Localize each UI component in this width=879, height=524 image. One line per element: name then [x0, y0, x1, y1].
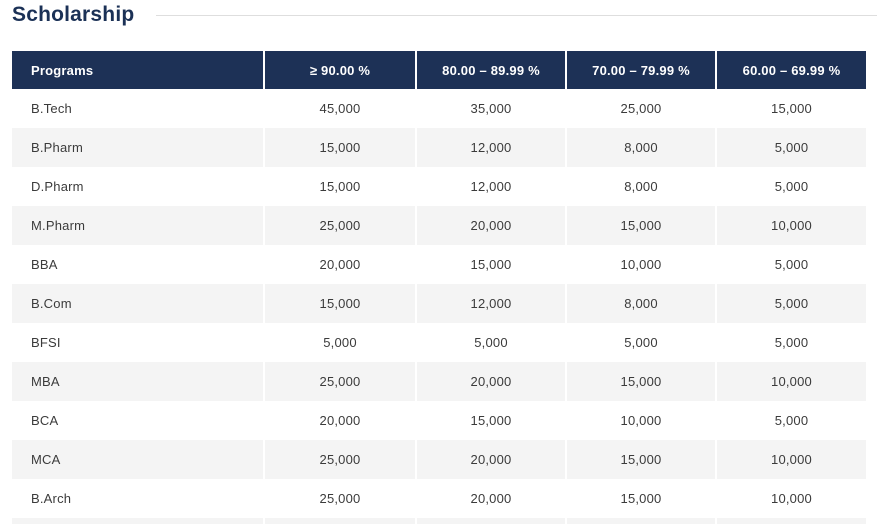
- value-cell: 5,000: [717, 323, 866, 362]
- value-cell: 15,000: [417, 401, 565, 440]
- value-cell: 8,000: [567, 284, 715, 323]
- value-cell: 5,000: [717, 128, 866, 167]
- program-cell: B.Pharm: [12, 128, 263, 167]
- value-cell: 15,000: [265, 167, 415, 206]
- value-cell: 15,000: [567, 206, 715, 245]
- header-70-79: 70.00 – 79.99 %: [567, 51, 715, 89]
- header-programs: Programs: [12, 51, 263, 89]
- value-cell: 20,000: [265, 245, 415, 284]
- value-cell: 5,000: [717, 167, 866, 206]
- partial-cell: [265, 518, 415, 524]
- value-cell: 10,000: [717, 479, 866, 518]
- scholarship-table: Programs ≥ 90.00 % 80.00 – 89.99 % 70.00…: [12, 51, 866, 524]
- program-cell: BFSI: [12, 323, 263, 362]
- value-cell: 5,000: [717, 401, 866, 440]
- value-cell: 10,000: [567, 401, 715, 440]
- value-cell: 20,000: [417, 479, 565, 518]
- value-cell: 5,000: [265, 323, 415, 362]
- value-cell: 5,000: [717, 245, 866, 284]
- value-cell: 15,000: [417, 245, 565, 284]
- table-row: B.Pharm 15,000 12,000 8,000 5,000: [12, 128, 866, 167]
- value-cell: 12,000: [417, 167, 565, 206]
- header-60-69: 60.00 – 69.99 %: [717, 51, 866, 89]
- program-cell: D.Pharm: [12, 167, 263, 206]
- value-cell: 5,000: [567, 323, 715, 362]
- table-row: M.Pharm 25,000 20,000 15,000 10,000: [12, 206, 866, 245]
- table-row: D.Pharm 15,000 12,000 8,000 5,000: [12, 167, 866, 206]
- title-divider-line: [156, 14, 877, 16]
- table-row: BFSI 5,000 5,000 5,000 5,000: [12, 323, 866, 362]
- page-title: Scholarship: [12, 3, 135, 26]
- value-cell: 15,000: [717, 89, 866, 128]
- value-cell: 45,000: [265, 89, 415, 128]
- value-cell: 10,000: [717, 206, 866, 245]
- program-cell: BBA: [12, 245, 263, 284]
- value-cell: 20,000: [417, 440, 565, 479]
- value-cell: 10,000: [717, 362, 866, 401]
- value-cell: 10,000: [567, 245, 715, 284]
- value-cell: 8,000: [567, 167, 715, 206]
- partial-cell: [717, 518, 866, 524]
- value-cell: 15,000: [265, 128, 415, 167]
- value-cell: 25,000: [265, 362, 415, 401]
- table-row: BBA 20,000 15,000 10,000 5,000: [12, 245, 866, 284]
- header-gte-90: ≥ 90.00 %: [265, 51, 415, 89]
- table-row: MBA 25,000 20,000 15,000 10,000: [12, 362, 866, 401]
- value-cell: 20,000: [417, 206, 565, 245]
- table-row-partial: [12, 518, 866, 524]
- program-cell: BCA: [12, 401, 263, 440]
- value-cell: 20,000: [417, 362, 565, 401]
- value-cell: 25,000: [567, 89, 715, 128]
- value-cell: 12,000: [417, 284, 565, 323]
- table-row: B.Tech 45,000 35,000 25,000 15,000: [12, 89, 866, 128]
- program-cell: B.Com: [12, 284, 263, 323]
- value-cell: 35,000: [417, 89, 565, 128]
- table-row: B.Arch 25,000 20,000 15,000 10,000: [12, 479, 866, 518]
- value-cell: 25,000: [265, 206, 415, 245]
- table-body: B.Tech 45,000 35,000 25,000 15,000 B.Pha…: [12, 89, 866, 518]
- program-cell: M.Pharm: [12, 206, 263, 245]
- program-cell: MBA: [12, 362, 263, 401]
- value-cell: 10,000: [717, 440, 866, 479]
- table-header-row: Programs ≥ 90.00 % 80.00 – 89.99 % 70.00…: [12, 51, 866, 89]
- value-cell: 15,000: [567, 440, 715, 479]
- program-cell: B.Tech: [12, 89, 263, 128]
- value-cell: 12,000: [417, 128, 565, 167]
- value-cell: 8,000: [567, 128, 715, 167]
- value-cell: 5,000: [717, 284, 866, 323]
- partial-cell: [417, 518, 565, 524]
- title-row: Scholarship: [12, 3, 877, 27]
- partial-cell: [567, 518, 715, 524]
- header-80-89: 80.00 – 89.99 %: [417, 51, 565, 89]
- value-cell: 15,000: [567, 479, 715, 518]
- table-row: B.Com 15,000 12,000 8,000 5,000: [12, 284, 866, 323]
- value-cell: 20,000: [265, 401, 415, 440]
- table-row: MCA 25,000 20,000 15,000 10,000: [12, 440, 866, 479]
- value-cell: 25,000: [265, 440, 415, 479]
- program-cell: MCA: [12, 440, 263, 479]
- value-cell: 15,000: [265, 284, 415, 323]
- value-cell: 15,000: [567, 362, 715, 401]
- partial-cell: [12, 518, 263, 524]
- program-cell: B.Arch: [12, 479, 263, 518]
- value-cell: 5,000: [417, 323, 565, 362]
- value-cell: 25,000: [265, 479, 415, 518]
- table-row: BCA 20,000 15,000 10,000 5,000: [12, 401, 866, 440]
